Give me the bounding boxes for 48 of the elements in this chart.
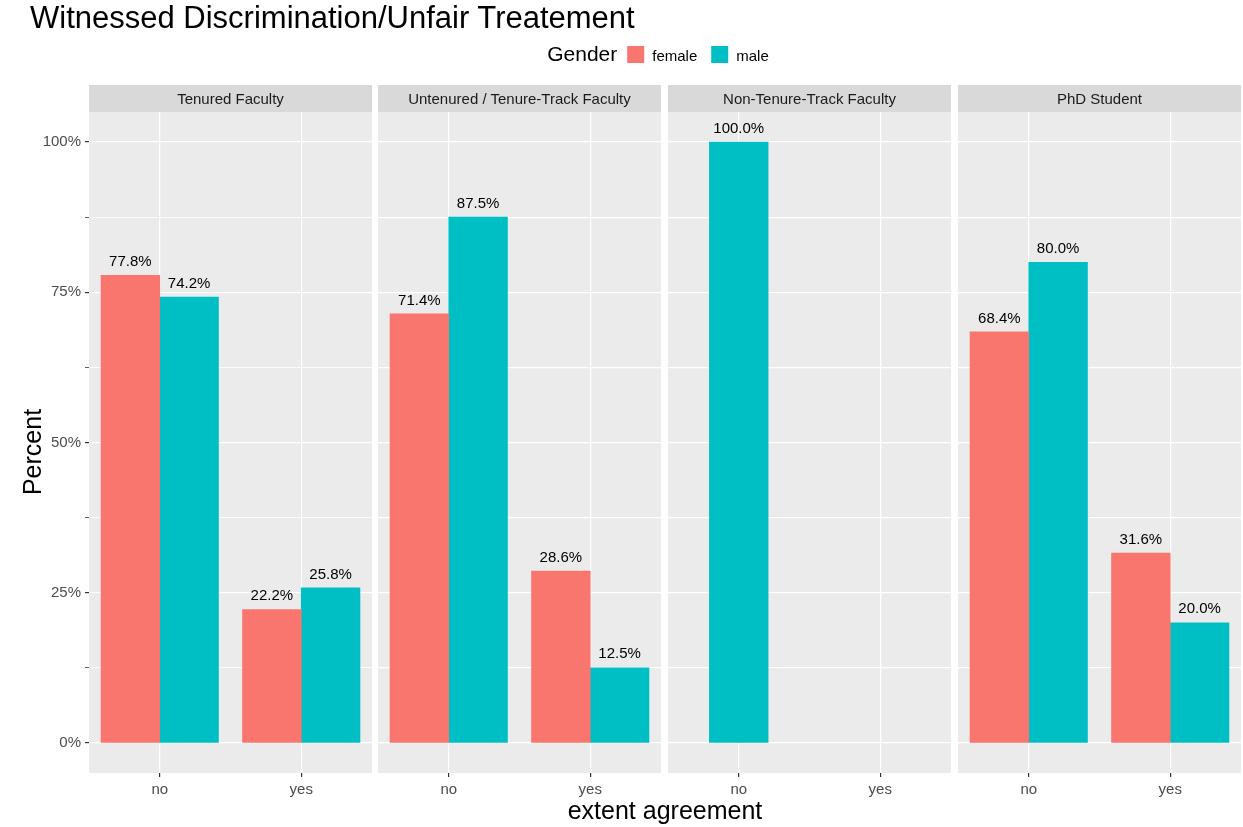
legend-title: Gender xyxy=(547,42,618,65)
data-label: 25.8% xyxy=(309,564,352,582)
chart-subtitle: PhD Student xyxy=(958,85,1241,112)
x-tick-label: yes xyxy=(1158,780,1182,798)
chart-subtitle: Untenured / Tenure-Track Faculty xyxy=(378,85,661,112)
data-label: 77.8% xyxy=(109,252,152,270)
data-label: 74.2% xyxy=(167,273,211,291)
bar xyxy=(159,296,219,743)
data-label: 12.5% xyxy=(598,644,641,662)
x-tick-label: yes xyxy=(578,780,602,798)
bar xyxy=(1111,552,1171,743)
bar xyxy=(448,216,508,743)
y-tick-label: 0% xyxy=(59,733,81,751)
data-label: 22.2% xyxy=(250,586,294,604)
y-tick-label: 50% xyxy=(50,432,81,450)
x-tick-label: yes xyxy=(289,780,313,798)
x-axis-title: extent agreement xyxy=(567,796,763,825)
chart-subtitle: Non-Tenure-Track Faculty xyxy=(668,85,951,112)
bar xyxy=(1169,622,1230,743)
x-tick-label: no xyxy=(440,780,458,798)
bar xyxy=(300,587,361,743)
data-label: 71.4% xyxy=(398,290,441,308)
y-tick-label: 25% xyxy=(50,582,81,600)
bar xyxy=(242,609,302,743)
chart-subtitle: Tenured Faculty xyxy=(89,85,372,112)
x-tick-label: no xyxy=(730,780,748,798)
bar xyxy=(100,275,161,743)
legend-label: female xyxy=(652,47,698,64)
data-label: 87.5% xyxy=(456,193,500,211)
data-label: 80.0% xyxy=(1036,238,1080,256)
data-label: 28.6% xyxy=(539,547,583,565)
data-label: 20.0% xyxy=(1178,599,1221,617)
legend-label: male xyxy=(736,47,769,64)
y-tick-label: 75% xyxy=(50,282,81,300)
y-tick-label: 100% xyxy=(42,132,81,150)
bar xyxy=(589,667,650,743)
y-axis-title: Percent xyxy=(17,408,47,496)
bar xyxy=(1028,261,1088,743)
data-label: 100.0% xyxy=(713,118,765,136)
data-label: 68.4% xyxy=(978,308,1021,326)
bar xyxy=(389,313,450,743)
data-label: 31.6% xyxy=(1119,529,1163,547)
bar xyxy=(531,570,591,743)
chart-title: Witnessed Discrimination/Unfair Treatement xyxy=(30,0,635,36)
x-tick-label: no xyxy=(1020,780,1038,798)
x-tick-label: no xyxy=(151,780,169,798)
bar xyxy=(969,331,1030,743)
x-tick-label: yes xyxy=(868,780,892,798)
